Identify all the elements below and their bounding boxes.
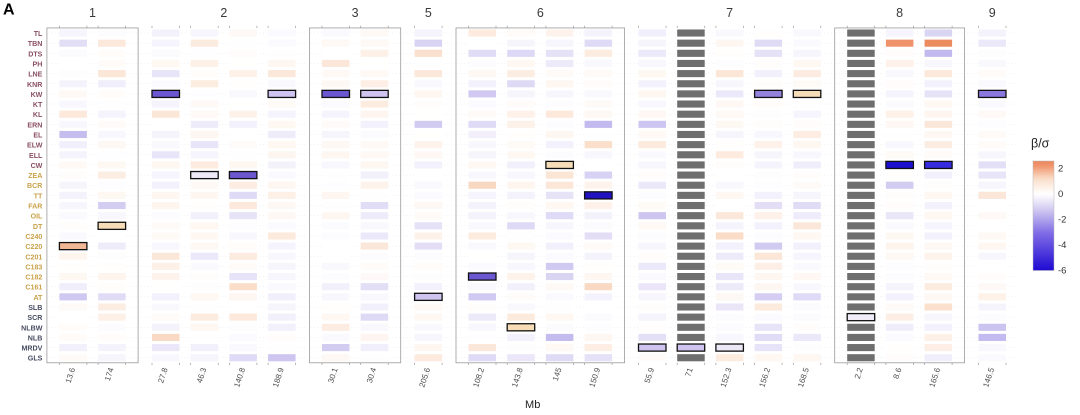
svg-text:3: 3 [352, 6, 359, 20]
svg-text:ERN: ERN [27, 121, 42, 129]
svg-text:PH: PH [33, 60, 43, 68]
svg-text:7: 7 [726, 6, 733, 20]
svg-text:1: 1 [89, 6, 96, 20]
svg-text:AT: AT [33, 294, 43, 302]
svg-text:OIL: OIL [31, 213, 43, 221]
svg-text:NLB: NLB [28, 334, 43, 342]
svg-text:5: 5 [425, 6, 432, 20]
svg-text:TT: TT [34, 192, 43, 200]
svg-text:CW: CW [31, 162, 43, 170]
svg-text:ELL: ELL [29, 152, 43, 160]
svg-text:EL: EL [33, 131, 43, 139]
svg-text:A: A [3, 2, 15, 19]
svg-text:Mb: Mb [525, 399, 540, 411]
svg-text:NLBW: NLBW [21, 324, 43, 332]
svg-text:FAR: FAR [28, 203, 42, 211]
svg-text:KW: KW [31, 91, 43, 99]
svg-text:β/σ: β/σ [1031, 137, 1050, 151]
svg-text:C220: C220 [25, 243, 42, 251]
svg-text:-6: -6 [1058, 266, 1066, 277]
svg-text:9: 9 [989, 6, 996, 20]
svg-text:KNR: KNR [27, 81, 42, 89]
svg-text:0: 0 [1058, 189, 1063, 200]
svg-text:LNE: LNE [28, 71, 42, 79]
svg-text:-4: -4 [1058, 240, 1066, 251]
svg-text:SLB: SLB [28, 304, 42, 312]
svg-text:C161: C161 [25, 284, 42, 292]
svg-text:DT: DT [33, 223, 43, 231]
svg-text:ELW: ELW [27, 142, 43, 150]
svg-text:6: 6 [537, 6, 544, 20]
svg-text:C182: C182 [25, 274, 42, 282]
svg-text:KT: KT [33, 101, 43, 109]
svg-text:TL: TL [34, 30, 43, 38]
svg-text:-2: -2 [1058, 215, 1066, 226]
svg-text:2: 2 [220, 6, 227, 20]
svg-text:ZEA: ZEA [28, 172, 42, 180]
svg-text:C201: C201 [25, 253, 42, 261]
svg-text:C240: C240 [25, 233, 42, 241]
svg-text:TBN: TBN [28, 40, 43, 48]
svg-text:GLS: GLS [28, 355, 43, 363]
svg-text:C183: C183 [25, 263, 42, 271]
svg-text:2: 2 [1058, 164, 1063, 175]
svg-text:SCR: SCR [27, 314, 42, 322]
svg-text:MRDV: MRDV [22, 345, 43, 353]
svg-text:BCR: BCR [27, 182, 42, 190]
svg-text:KL: KL [33, 111, 43, 119]
svg-text:8: 8 [896, 6, 903, 20]
svg-text:DTS: DTS [28, 50, 42, 58]
